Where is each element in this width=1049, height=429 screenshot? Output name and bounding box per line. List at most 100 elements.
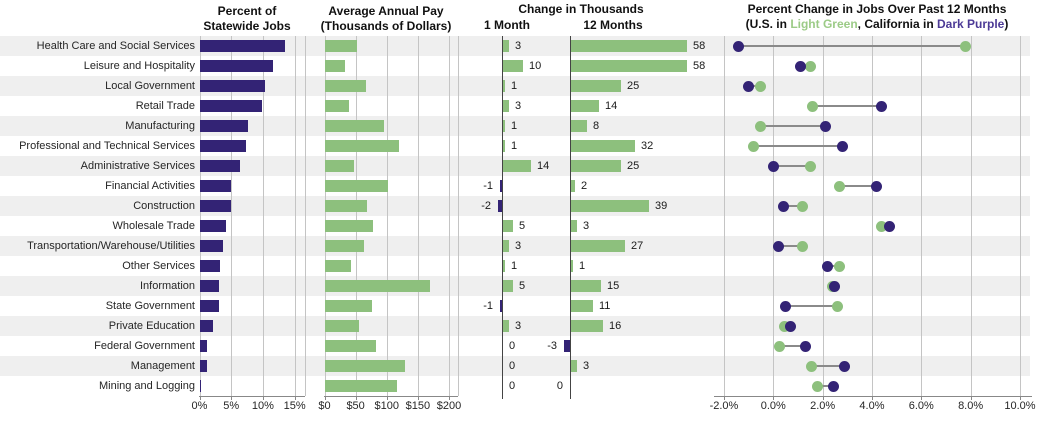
change-value-label: 1 — [511, 80, 518, 92]
us-dot — [806, 360, 818, 372]
gridline — [449, 36, 450, 396]
change-bar — [570, 300, 593, 312]
change-bar — [500, 180, 502, 192]
change-bar — [502, 60, 523, 72]
panel3-title: Change in Thousands — [518, 2, 644, 16]
us-dot — [876, 220, 888, 232]
axis-line — [324, 396, 458, 397]
change-bar — [498, 200, 502, 212]
dumbbell-connector — [778, 245, 803, 247]
change-value-label: 14 — [605, 100, 618, 112]
us-dot — [797, 240, 809, 252]
change-value-label: 3 — [583, 360, 590, 372]
us-dot — [755, 80, 767, 92]
change-value-label: 8 — [593, 120, 600, 132]
axis-tick — [822, 396, 824, 400]
tick-label: 6.0% — [908, 400, 934, 412]
change-bar — [502, 40, 509, 52]
change-bar — [564, 340, 570, 352]
percent-jobs-bar — [199, 280, 219, 292]
dumbbell-connector — [760, 125, 826, 127]
ca-dot — [767, 160, 779, 172]
tick-label: 0% — [191, 400, 208, 412]
ca-dot — [839, 360, 851, 372]
annual-pay-bar — [324, 300, 373, 312]
change-bar — [570, 180, 575, 192]
percent-jobs-bar — [199, 320, 213, 332]
change-value-label: 0 — [556, 380, 563, 392]
axis-tick — [294, 396, 296, 400]
panel2-title-line2: (Thousands of Dollars) — [320, 19, 452, 33]
annual-pay-bar — [324, 60, 346, 72]
row-label: Local Government — [105, 80, 195, 92]
axis-line — [714, 396, 1032, 397]
annual-pay-bar — [324, 360, 405, 372]
change-bar — [502, 220, 513, 232]
axis-tick — [199, 396, 201, 400]
change-value-label: 2 — [581, 180, 588, 192]
row-label: Administrative Services — [80, 160, 195, 172]
dumbbell-connector — [753, 145, 843, 147]
annual-pay-bar — [324, 120, 384, 132]
dumbbell-connector — [773, 165, 811, 167]
change-value-label: 1 — [511, 140, 518, 152]
change-bar — [502, 320, 509, 332]
gridline — [199, 36, 201, 396]
change-value-label: 1 — [579, 260, 586, 272]
row-stripe — [0, 316, 1030, 336]
row-label: Other Services — [122, 260, 195, 272]
row-label: Wholesale Trade — [112, 220, 195, 232]
change-bar — [570, 240, 625, 252]
change-value-label: 25 — [627, 160, 640, 172]
us-dot — [755, 120, 767, 132]
us-dot — [960, 40, 972, 52]
axis-tick — [355, 396, 357, 400]
row-label: Information — [139, 280, 195, 292]
annual-pay-bar — [324, 380, 397, 392]
change-value-label: 32 — [641, 140, 654, 152]
gridline — [921, 36, 923, 396]
percent-jobs-bar — [199, 340, 208, 352]
row-label: Leisure and Hospitality — [83, 60, 195, 72]
change-value-label: 0 — [509, 380, 516, 392]
row-label: Professional and Technical Services — [19, 140, 195, 152]
dumbbell-connector — [738, 45, 966, 47]
change-bar — [570, 80, 621, 92]
change-value-label: 10 — [529, 60, 542, 72]
ca-dot — [836, 140, 848, 152]
dumbbell-connector — [827, 265, 840, 267]
percent-jobs-bar — [199, 40, 286, 52]
tick-label: $100 — [374, 400, 399, 412]
gridline — [386, 36, 388, 396]
us-dot — [748, 140, 760, 152]
change-value-label: 3 — [515, 100, 522, 112]
us-dot — [807, 100, 819, 112]
ca-dot — [743, 80, 755, 92]
row-label: Federal Government — [94, 340, 195, 352]
panel4-title-line1: Percent Change in Jobs Over Past 12 Mont… — [747, 2, 1007, 16]
ca-dot — [871, 180, 883, 192]
change-bar — [502, 240, 509, 252]
dumbbell-connector — [839, 185, 877, 187]
axis-tick — [871, 396, 873, 400]
us-dot — [831, 300, 843, 312]
row-stripe — [0, 196, 1030, 216]
change-bar — [570, 320, 603, 332]
row-label: Private Education — [108, 320, 195, 332]
ca-dot — [822, 260, 834, 272]
gridline — [871, 36, 873, 396]
change-bar — [570, 260, 573, 272]
tick-label: 2.0% — [810, 400, 836, 412]
percent-jobs-bar — [199, 80, 265, 92]
change-bar — [570, 120, 587, 132]
change-value-label: -1 — [483, 300, 493, 312]
change-value-label: 5 — [519, 280, 526, 292]
tick-label: 5% — [223, 400, 240, 412]
panel4-title: Percent Change in Jobs Over Past 12 Mont… — [714, 2, 1040, 32]
gridline — [822, 36, 824, 396]
annual-pay-bar — [324, 40, 358, 52]
percent-jobs-bar — [199, 100, 262, 112]
gridline — [1019, 36, 1021, 396]
change-bar — [570, 140, 635, 152]
change-value-label: -2 — [481, 200, 491, 212]
